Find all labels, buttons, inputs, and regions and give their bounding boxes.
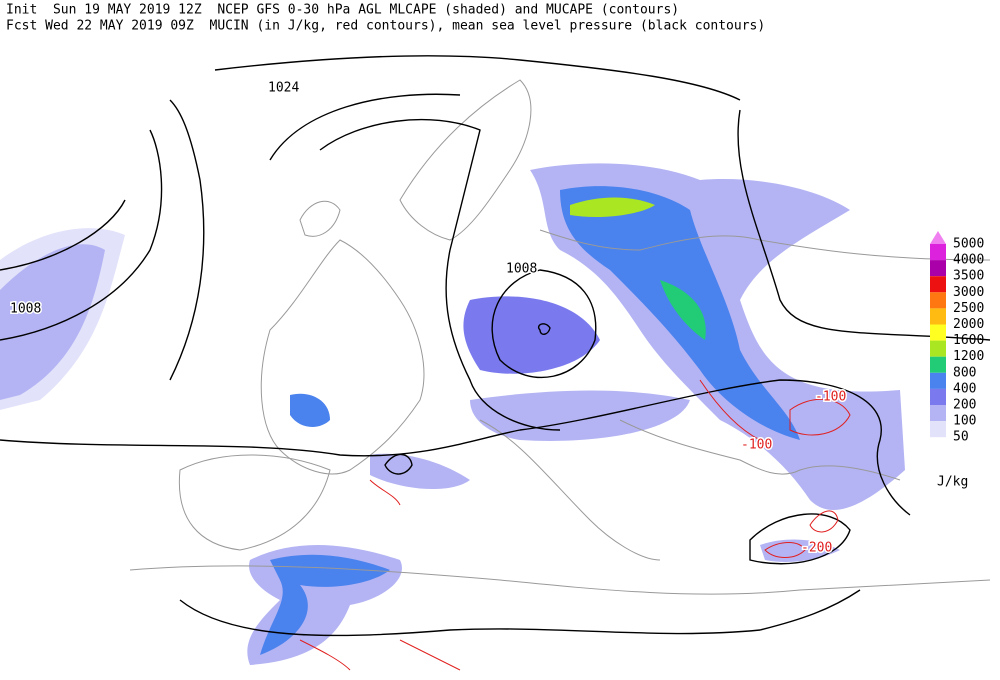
legend-arrow [930,231,946,244]
legend-label: 3500 [953,269,984,284]
legend-label: 800 [953,365,976,380]
legend-swatch [930,388,946,405]
legend-swatch [930,244,946,261]
legend-swatch [930,356,946,373]
legend-label: 1600 [953,333,984,348]
header-line: Init Sun 19 MAY 2019 12Z NCEP GFS 0-30 h… [6,3,679,18]
contour-labels: 1024 1008 1008 -100 -100 -200 [9,79,848,557]
legend-swatch [930,405,946,422]
legend-swatch [930,276,946,293]
legend-swatch [930,260,946,277]
header-line: Fcst Wed 22 MAY 2019 09Z MUCIN (in J/kg,… [6,19,765,34]
legend-unit: J/kg [937,475,968,490]
coastlines [129,79,991,595]
legend-swatch [930,292,946,309]
legend-swatch [930,340,946,357]
legend-label: 5000 [953,237,984,252]
legend-swatch [930,324,946,341]
legend-swatch [930,372,946,389]
legend-label: 4000 [953,253,984,268]
contour-label: 1008 [10,302,41,317]
contour-label: -200 [801,541,832,556]
contour-label: -100 [741,438,772,453]
legend-label: 3000 [953,285,984,300]
contour-label: 1024 [268,81,299,96]
contour-label: 1008 [506,262,537,277]
legend-swatch [930,308,946,325]
legend-label: 100 [953,414,976,429]
cin-contours [299,379,851,671]
legend-label: 1200 [953,349,984,364]
legend: J/kg 50004000350030002500200016001200800… [930,231,984,490]
legend-swatch [930,421,946,438]
legend-label: 400 [953,381,976,396]
legend-label: 2000 [953,317,984,332]
legend-label: 200 [953,398,976,413]
isobars [0,55,991,637]
contour-label: -100 [815,390,846,405]
legend-label: 50 [953,430,969,445]
legend-label: 2500 [953,301,984,316]
